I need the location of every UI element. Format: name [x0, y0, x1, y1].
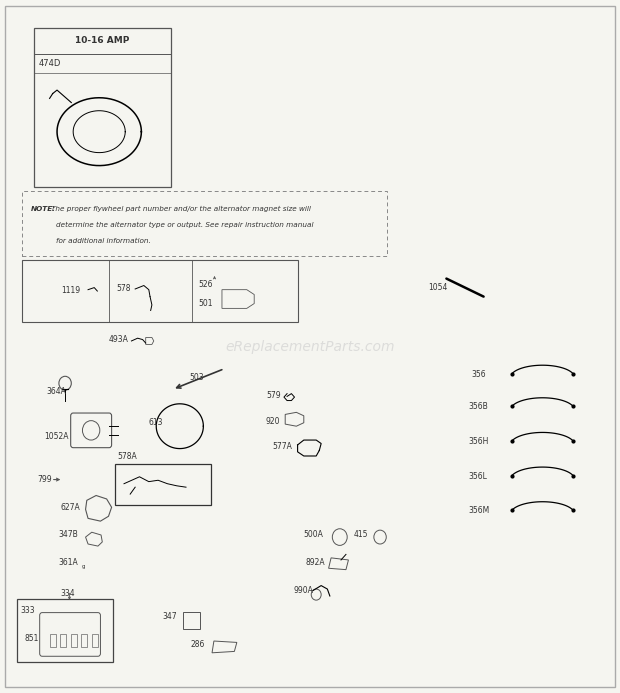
Text: 526: 526 [198, 280, 213, 288]
Text: 1052A: 1052A [45, 432, 69, 441]
Text: 799: 799 [37, 475, 52, 484]
Bar [50, 634, 56, 647]
Text: 474D: 474D [39, 59, 61, 67]
Text: 501: 501 [198, 299, 213, 308]
Text: 356H: 356H [469, 437, 489, 446]
Text: 892A: 892A [305, 559, 325, 567]
Text: 1054: 1054 [428, 283, 447, 292]
Text: 503: 503 [189, 374, 204, 382]
Text: The proper flywheel part number and/or the alternator magnet size will: The proper flywheel part number and/or t… [51, 206, 311, 212]
Text: 356L: 356L [469, 472, 487, 480]
Bar [22, 260, 298, 322]
Text: 920: 920 [265, 417, 280, 426]
Text: 10-16 AMP: 10-16 AMP [75, 37, 130, 45]
Text: 334: 334 [61, 590, 76, 598]
Text: 578: 578 [117, 284, 131, 292]
Text: 627A: 627A [61, 503, 81, 511]
Bar [22, 191, 387, 256]
Bar [81, 634, 87, 647]
Text: 347B: 347B [59, 531, 79, 539]
Text: 990A: 990A [293, 586, 313, 595]
Text: 579: 579 [267, 391, 281, 399]
Text: 356: 356 [471, 370, 486, 378]
Text: 577A: 577A [273, 443, 293, 451]
Text: g: g [82, 563, 86, 569]
Text: 493A: 493A [108, 335, 128, 344]
Text: determine the alternator type or output. See repair instruction manual: determine the alternator type or output.… [56, 222, 313, 228]
Text: eReplacementParts.com: eReplacementParts.com [225, 340, 395, 353]
Bar [115, 464, 211, 505]
Text: 286: 286 [191, 640, 205, 649]
Text: 356B: 356B [469, 403, 489, 411]
Text: 364A: 364A [46, 387, 66, 396]
Bar [17, 599, 113, 662]
Bar [183, 612, 200, 629]
Text: 1119: 1119 [61, 286, 80, 295]
Text: 578A: 578A [118, 452, 138, 461]
Text: NOTE:: NOTE: [31, 206, 56, 212]
Bar [92, 634, 98, 647]
Text: 500A: 500A [304, 531, 324, 539]
Bar [71, 634, 77, 647]
Text: 361A: 361A [59, 559, 79, 567]
Bar [34, 28, 170, 187]
Text: 347: 347 [162, 613, 177, 621]
Text: 613: 613 [149, 419, 163, 427]
Text: 851: 851 [25, 635, 39, 643]
Text: 356M: 356M [469, 507, 490, 515]
Text: 333: 333 [20, 606, 35, 615]
Text: for additional information.: for additional information. [56, 238, 151, 244]
Text: 415: 415 [353, 531, 368, 539]
Bar [60, 634, 66, 647]
